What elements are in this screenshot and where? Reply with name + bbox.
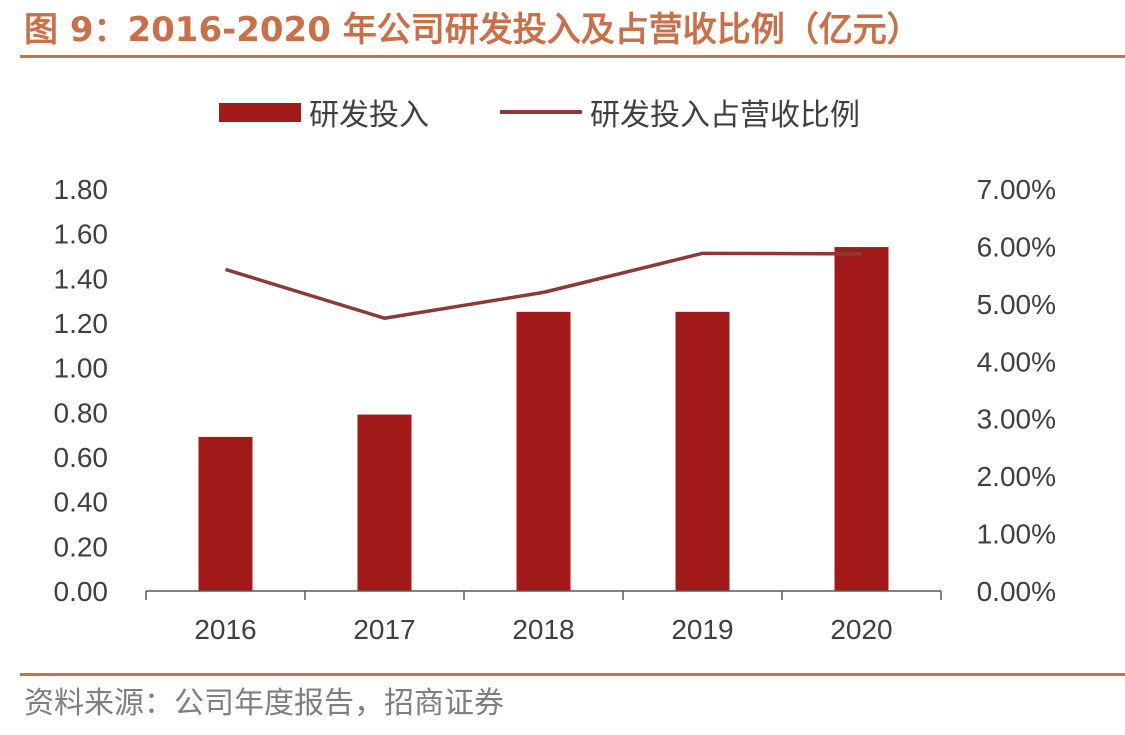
- x-tick-label: 2019: [671, 614, 733, 645]
- bar-2019: [675, 311, 730, 591]
- page-title: 图 9：2016-2020 年公司研发投入及占营收比例（亿元）: [24, 10, 921, 50]
- left-tick-label: 0.40: [54, 487, 109, 518]
- top-divider: [20, 55, 1125, 58]
- right-tick-label: 2.00%: [977, 461, 1056, 492]
- left-tick-label: 0.00: [54, 576, 109, 607]
- left-axis: 0.00 0.20 0.40 0.60 0.80 1.00 1.20 1.40 1.60 1.80: [54, 174, 109, 607]
- left-tick-label: 0.80: [54, 397, 109, 428]
- left-tick-label: 0.20: [54, 531, 109, 562]
- line-series: [224, 251, 862, 320]
- x-tick-label: 2017: [353, 614, 415, 645]
- x-tick-label: 2020: [830, 614, 892, 645]
- left-tick-label: 0.60: [54, 442, 109, 473]
- legend-swatch-bar: [219, 103, 301, 122]
- left-tick-label: 1.60: [54, 219, 109, 250]
- right-tick-label: 3.00%: [977, 404, 1056, 435]
- ratio-line: [224, 251, 862, 320]
- right-tick-label: 5.00%: [977, 289, 1056, 320]
- bar-2016: [198, 436, 253, 591]
- legend-label-bar: 研发投入: [309, 98, 429, 133]
- bar-series: [198, 247, 889, 592]
- x-axis: 2016 2017 2018 2019 2020: [145, 590, 942, 645]
- right-tick-label: 1.00%: [977, 519, 1056, 550]
- x-tick-label: 2016: [194, 614, 256, 645]
- right-tick-label: 0.00%: [977, 576, 1056, 607]
- left-tick-label: 1.40: [54, 263, 109, 294]
- right-tick-label: 7.00%: [977, 174, 1056, 205]
- x-tick-label: 2018: [512, 614, 574, 645]
- legend-label-line: 研发投入占营收比例: [590, 98, 860, 133]
- bar-2017: [357, 414, 412, 591]
- bar-2018: [516, 311, 571, 591]
- right-tick-label: 6.00%: [977, 231, 1056, 262]
- bar-2020: [834, 247, 889, 592]
- left-tick-label: 1.00: [54, 353, 109, 384]
- source-note: 资料来源：公司年度报告，招商证券: [24, 686, 504, 721]
- right-axis: 0.00% 1.00% 2.00% 3.00% 4.00% 5.00% 6.00% 7.00%: [977, 174, 1056, 607]
- legend: 研发投入 研发投入占营收比例: [219, 98, 860, 133]
- left-tick-label: 1.80: [54, 174, 109, 205]
- right-tick-label: 4.00%: [977, 346, 1056, 377]
- bottom-divider: [20, 673, 1125, 676]
- left-tick-label: 1.20: [54, 308, 109, 339]
